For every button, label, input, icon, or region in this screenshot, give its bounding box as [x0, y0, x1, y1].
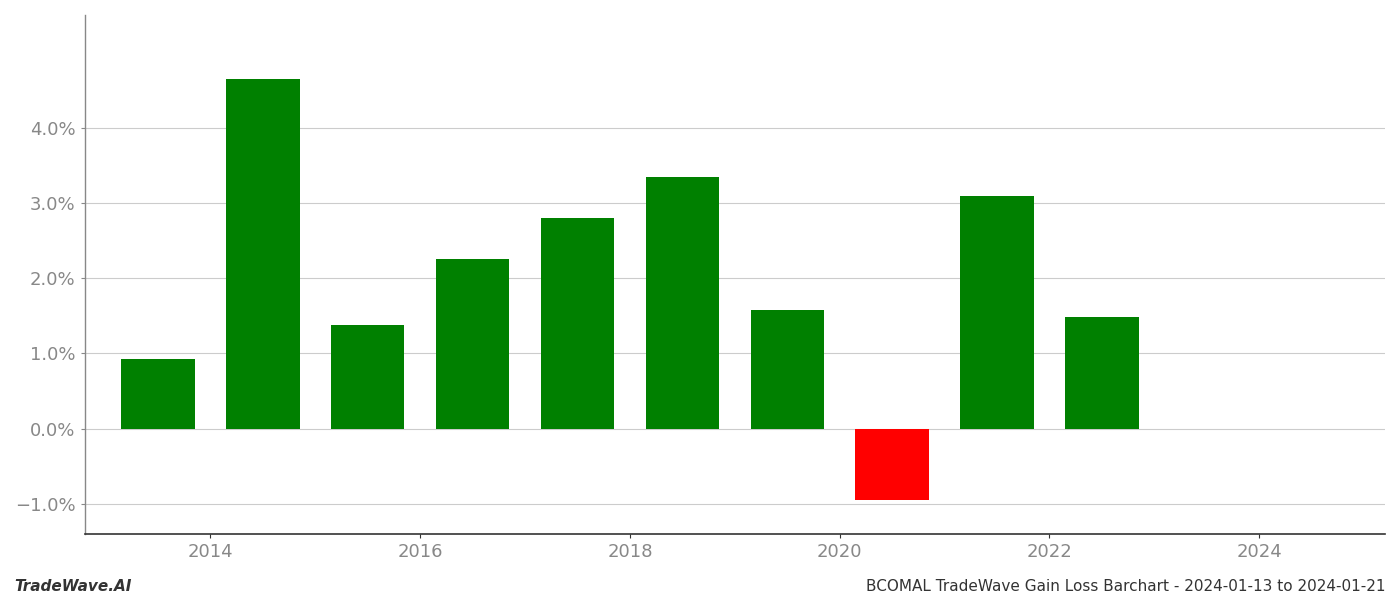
Bar: [1065, 317, 1138, 428]
Bar: [330, 325, 405, 428]
Bar: [227, 79, 300, 428]
Bar: [960, 196, 1033, 428]
Bar: [435, 259, 510, 428]
Text: TradeWave.AI: TradeWave.AI: [14, 579, 132, 594]
Bar: [645, 177, 720, 428]
Text: BCOMAL TradeWave Gain Loss Barchart - 2024-01-13 to 2024-01-21: BCOMAL TradeWave Gain Loss Barchart - 20…: [867, 579, 1386, 594]
Bar: [122, 359, 195, 428]
Bar: [750, 310, 825, 428]
Bar: [855, 428, 928, 500]
Bar: [540, 218, 615, 428]
